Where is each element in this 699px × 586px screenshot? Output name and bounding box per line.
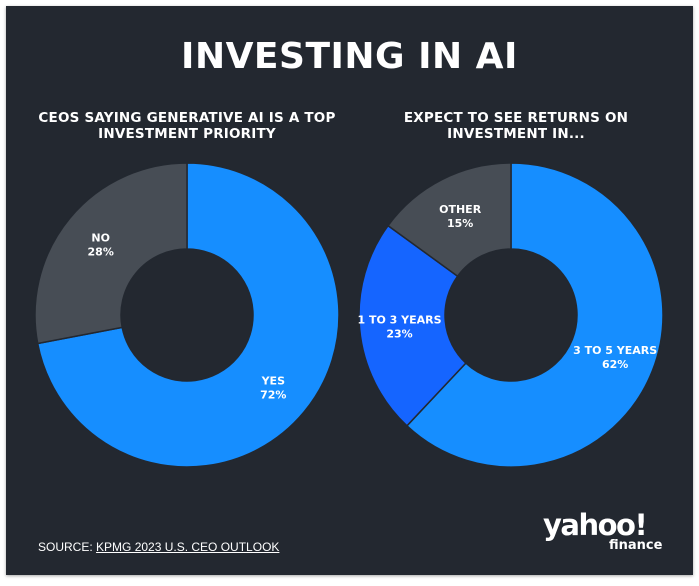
right-slice-1-to-3-years — [358, 224, 467, 427]
left-slice-yes — [36, 162, 340, 468]
slice-label-value: 62% — [602, 358, 628, 371]
slice-label-value: 23% — [386, 328, 412, 341]
slice-label-name: 1 TO 3 YEARS — [357, 314, 441, 327]
source-link[interactable]: KPMG 2023 U.S. CEO OUTLOOK — [96, 540, 280, 554]
source-note: SOURCE: KPMG 2023 U.S. CEO OUTLOOK — [38, 540, 279, 554]
left-chart-title: CEOS SAYING GENERATIVE AI IS A TOP INVES… — [38, 110, 336, 142]
slice-label-value: 15% — [447, 217, 473, 230]
logo-subtitle: finance — [609, 538, 663, 553]
right-slice-label-1-to-3-years: 1 TO 3 YEARS 23% — [357, 314, 441, 341]
slice-label-value: 28% — [88, 246, 114, 259]
left-slice-label-no: NO 28% — [88, 232, 114, 259]
slice-label-value: 72% — [260, 388, 286, 401]
slice-label-name: 3 TO 5 YEARS — [573, 344, 657, 357]
left-slice-no — [34, 162, 188, 345]
logo-wordmark: yahoo! — [543, 508, 648, 542]
right-slice-label-3-to-5-years: 3 TO 5 YEARS 62% — [573, 344, 657, 371]
slice-label-name: YES — [261, 374, 285, 387]
page-title: INVESTING IN AI — [181, 36, 518, 77]
source-prefix: SOURCE: — [38, 540, 97, 554]
right-slice-other — [386, 162, 512, 278]
slice-label-name: NO — [91, 232, 110, 245]
right-slice-label-other: OTHER 15% — [439, 203, 482, 230]
slice-label-name: OTHER — [439, 203, 482, 216]
left-slice-label-yes: YES 72% — [260, 374, 286, 401]
right-chart-title: EXPECT TO SEE RETURNS ON INVESTMENT IN..… — [403, 110, 629, 142]
right-slice-3-to-5-years — [405, 162, 664, 468]
yahoo-finance-logo: yahoo! finance — [543, 509, 668, 559]
